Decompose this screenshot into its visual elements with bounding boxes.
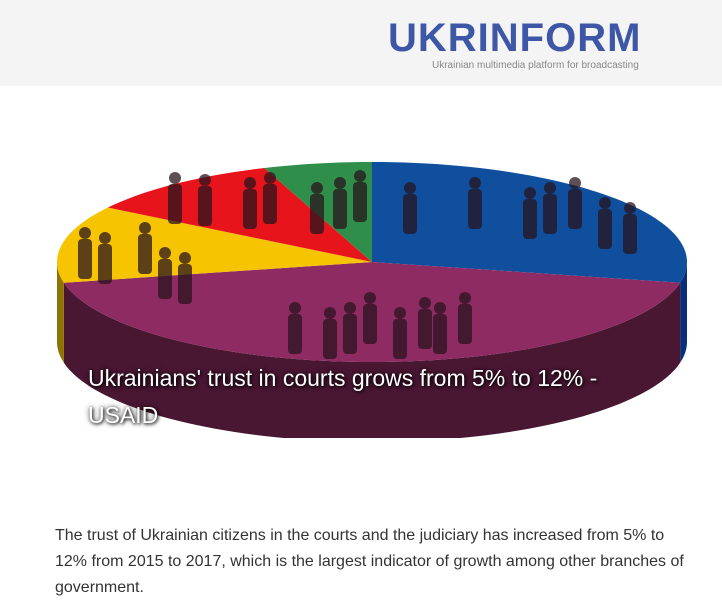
figure-head — [179, 252, 191, 264]
article-body: The trust of Ukrainian citizens in the c… — [55, 527, 684, 596]
figure-head — [139, 222, 151, 234]
figure-head — [264, 172, 276, 184]
figure-head — [159, 247, 171, 259]
figure-body — [168, 184, 182, 224]
figure-head — [99, 232, 111, 244]
figure-body — [198, 186, 212, 226]
figure-head — [311, 182, 323, 194]
figure-head — [459, 292, 471, 304]
figure-head — [469, 177, 481, 189]
figure-head — [244, 177, 256, 189]
article-image — [57, 162, 687, 438]
figure-body — [458, 304, 472, 344]
figure-head — [394, 307, 406, 319]
figure-head — [419, 297, 431, 309]
figure-body — [138, 234, 152, 274]
figure-body — [78, 239, 92, 279]
figure-head — [354, 170, 366, 182]
headline[interactable]: Ukrainians' trust in courts grows from 5… — [88, 365, 598, 428]
figure-body — [243, 189, 257, 229]
figure-body — [363, 304, 377, 344]
figure-head — [569, 177, 581, 189]
figure-body — [543, 194, 557, 234]
figure-body — [393, 319, 407, 359]
figure-body — [353, 182, 367, 222]
logo[interactable]: UKRINFORM — [388, 16, 642, 60]
figure-head — [524, 187, 536, 199]
figure-head — [364, 292, 376, 304]
figure-head — [324, 307, 336, 319]
figure-body — [178, 264, 192, 304]
tagline: Ukrainian multimedia platform for broadc… — [432, 60, 639, 71]
figure-body — [568, 189, 582, 229]
figure-head — [289, 302, 301, 314]
pie-side — [57, 262, 64, 363]
figure-body — [323, 319, 337, 359]
figure-body — [158, 259, 172, 299]
figure-body — [288, 314, 302, 354]
figure-body — [623, 214, 637, 254]
figure-body — [310, 194, 324, 234]
pie-slice — [57, 207, 372, 283]
figure-body — [523, 199, 537, 239]
figure-head — [169, 172, 181, 184]
figure-head — [199, 174, 211, 186]
pie-side — [680, 262, 687, 363]
figure-body — [418, 309, 432, 349]
pie-side — [63, 282, 681, 438]
figure-head — [344, 302, 356, 314]
figure-head — [79, 227, 91, 239]
figure-head — [544, 182, 556, 194]
figure-head — [434, 302, 446, 314]
figure-head — [624, 202, 636, 214]
figure-head — [404, 182, 416, 194]
figure-body — [403, 194, 417, 234]
figure-head — [334, 177, 346, 189]
figure-body — [433, 314, 447, 354]
figure-head — [599, 197, 611, 209]
figure-body — [343, 314, 357, 354]
figure-body — [333, 189, 347, 229]
figure-body — [98, 244, 112, 284]
figure-body — [263, 184, 277, 224]
figure-body — [468, 189, 482, 229]
figure-body — [598, 209, 612, 249]
header: UKRINFORM Ukrainian multimedia platform … — [0, 0, 722, 86]
